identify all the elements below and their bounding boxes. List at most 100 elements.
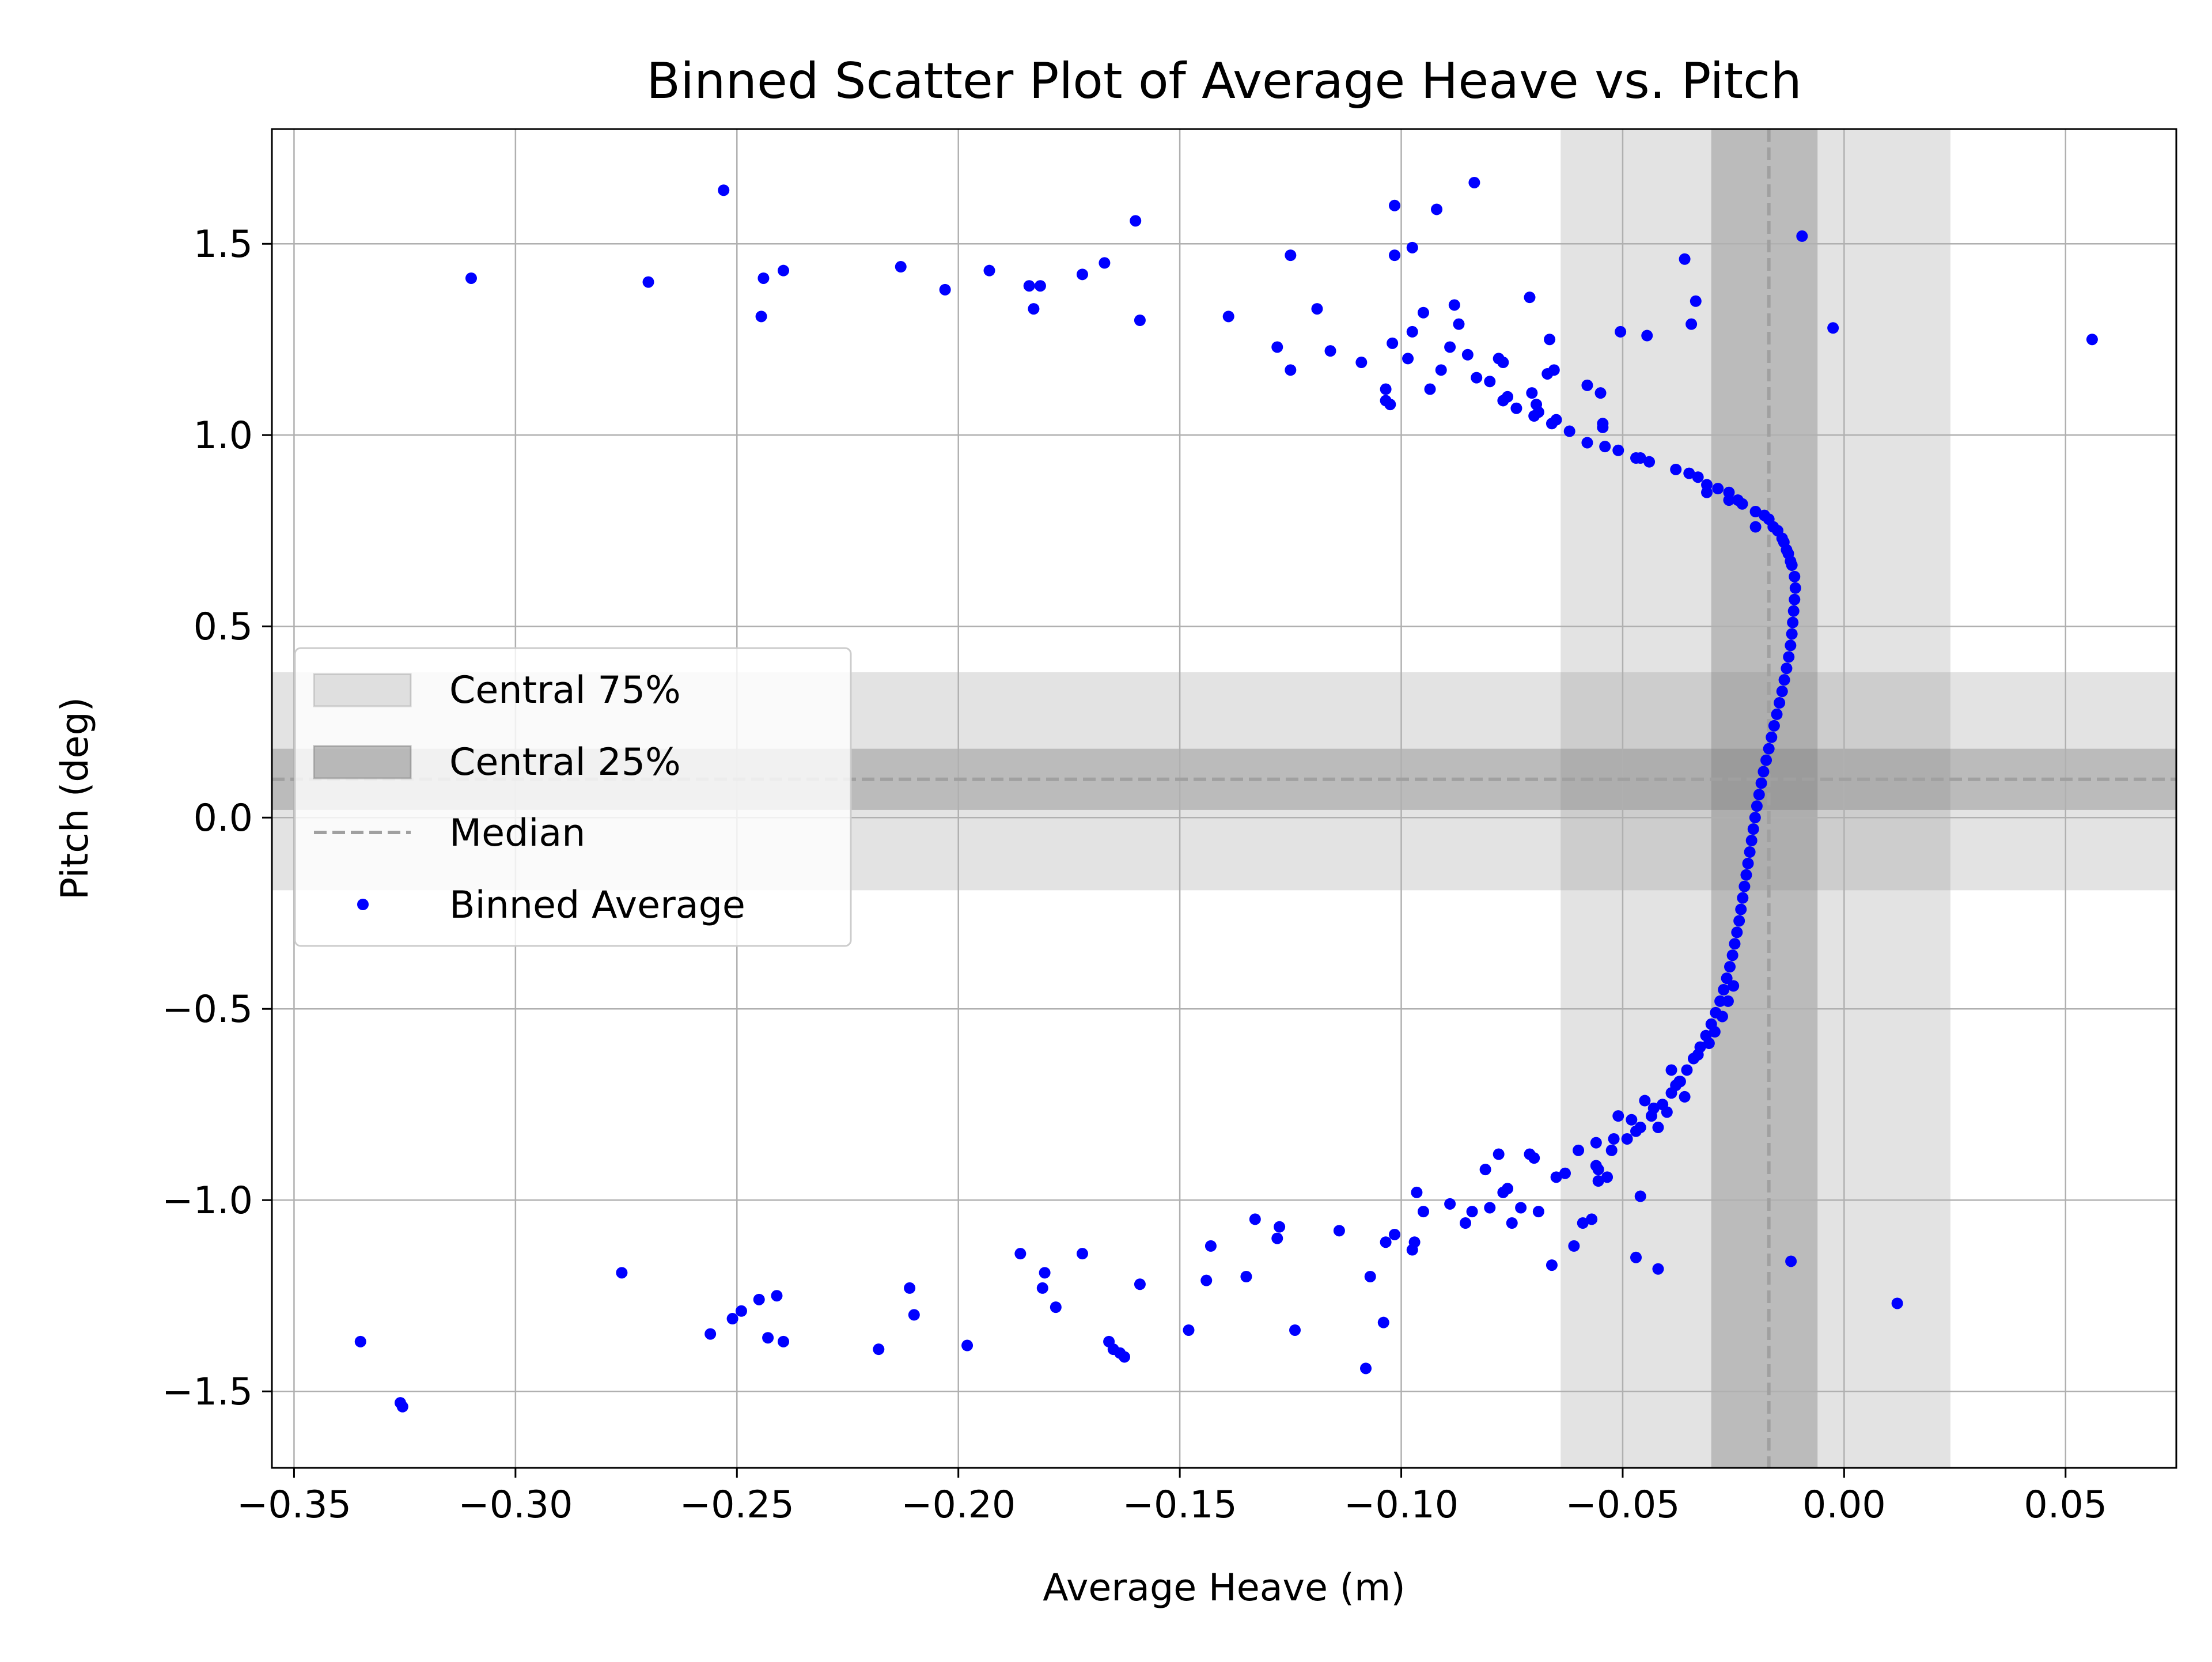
x-tick-label: −0.30 xyxy=(458,1483,573,1527)
data-point xyxy=(1532,1206,1544,1218)
data-point xyxy=(1444,1198,1456,1210)
data-point xyxy=(1736,498,1748,510)
y-tick-label: 0.5 xyxy=(194,605,253,649)
data-point xyxy=(939,283,951,296)
data-point xyxy=(1431,203,1443,215)
data-point xyxy=(1738,880,1751,892)
data-point xyxy=(1550,414,1562,426)
data-point xyxy=(1827,322,1839,334)
data-point xyxy=(1563,425,1575,437)
y-axis-label: Pitch (deg) xyxy=(54,697,97,900)
data-point xyxy=(1271,341,1283,353)
data-point xyxy=(1670,463,1682,475)
data-point xyxy=(1785,1255,1797,1267)
data-point xyxy=(1652,1122,1664,1134)
data-point xyxy=(1789,570,1801,582)
data-point xyxy=(1586,1213,1598,1225)
data-point xyxy=(1484,376,1496,388)
legend-label: Median xyxy=(449,812,585,855)
data-point xyxy=(1733,915,1745,927)
data-point xyxy=(1709,1026,1721,1038)
data-point xyxy=(1681,1064,1693,1076)
data-point xyxy=(1735,903,1747,915)
data-point xyxy=(1703,1037,1715,1049)
data-point xyxy=(1183,1324,1195,1336)
data-point xyxy=(1417,306,1429,319)
data-point xyxy=(1466,1206,1478,1218)
data-point xyxy=(1685,318,1698,330)
data-point xyxy=(1028,303,1040,315)
data-point xyxy=(1377,1316,1389,1328)
x-tick-label: 0.05 xyxy=(2024,1483,2107,1527)
data-point xyxy=(1630,1125,1642,1137)
data-point xyxy=(1731,926,1743,938)
data-point xyxy=(1546,1259,1558,1271)
data-point xyxy=(1597,418,1609,430)
legend-swatch-central-75 xyxy=(313,673,412,707)
data-point xyxy=(1641,330,1653,342)
data-point xyxy=(1776,532,1788,544)
data-point xyxy=(1781,544,1793,556)
data-point xyxy=(1608,1133,1620,1145)
data-point xyxy=(1076,268,1088,281)
data-point xyxy=(1599,441,1611,453)
x-tick-label: −0.35 xyxy=(237,1483,351,1527)
data-point xyxy=(1130,215,1142,227)
data-point xyxy=(1573,1144,1585,1156)
y-tick-label: −1.5 xyxy=(162,1371,253,1414)
data-point xyxy=(1402,353,1414,365)
data-point xyxy=(1740,869,1752,881)
data-point xyxy=(1532,406,1544,418)
data-point xyxy=(1891,1297,1903,1309)
data-point xyxy=(1758,766,1770,778)
data-point xyxy=(1787,605,1800,617)
data-point xyxy=(1766,731,1778,743)
data-point xyxy=(1692,471,1704,483)
data-point xyxy=(1389,249,1401,262)
data-point xyxy=(1758,509,1770,521)
data-point xyxy=(1601,1171,1613,1183)
data-point xyxy=(1389,1228,1401,1240)
data-point xyxy=(1789,593,1801,605)
data-point xyxy=(1581,379,1593,391)
legend-swatch-binned-average xyxy=(357,899,369,910)
data-point xyxy=(1789,582,1801,594)
x-tick-label: −0.05 xyxy=(1565,1483,1680,1527)
data-point xyxy=(1577,1217,1589,1229)
y-tick-label: −1.0 xyxy=(162,1179,253,1222)
data-point xyxy=(1484,1202,1496,1214)
data-point xyxy=(1515,1202,1527,1214)
data-point xyxy=(1468,176,1480,188)
data-point xyxy=(1615,325,1627,338)
data-point xyxy=(1222,311,1234,323)
data-point xyxy=(1763,743,1775,755)
x-tick-label: 0.00 xyxy=(1802,1483,1886,1527)
data-point xyxy=(1311,303,1323,315)
data-point xyxy=(2086,334,2098,346)
data-point xyxy=(1502,391,1514,403)
data-point xyxy=(1751,800,1763,812)
data-point xyxy=(1749,506,1762,517)
data-point xyxy=(726,1313,738,1325)
data-point xyxy=(1364,1271,1376,1282)
legend-label: Central 25% xyxy=(449,741,681,784)
data-point xyxy=(1786,628,1798,640)
data-point xyxy=(778,1335,790,1347)
data-point xyxy=(1205,1240,1217,1252)
data-point xyxy=(1435,364,1447,376)
data-point xyxy=(1014,1248,1027,1260)
data-point xyxy=(1289,1324,1301,1336)
data-point xyxy=(771,1290,783,1302)
data-point xyxy=(1380,383,1392,395)
data-point xyxy=(1592,1175,1604,1187)
data-point xyxy=(1406,325,1418,338)
data-point xyxy=(1249,1213,1261,1225)
data-point xyxy=(1389,199,1401,211)
data-point xyxy=(1722,995,1734,1007)
data-point xyxy=(757,272,770,284)
data-point xyxy=(1524,291,1536,304)
data-point xyxy=(1548,364,1560,376)
data-point xyxy=(1767,521,1779,533)
